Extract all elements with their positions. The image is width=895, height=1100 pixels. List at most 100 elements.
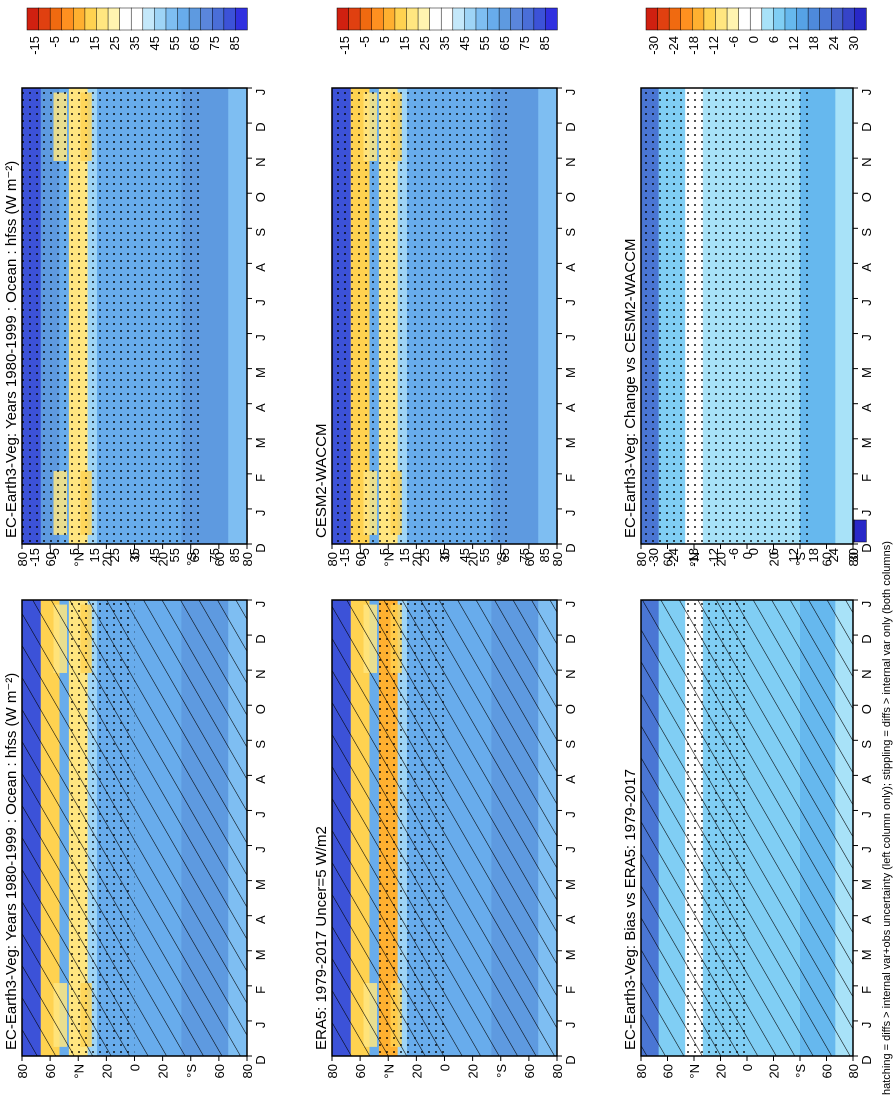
colorbar-tick-label: 18 <box>806 548 821 562</box>
colorbar-tick-label: 65 <box>187 36 202 50</box>
colorbar-tick-label: 75 <box>517 548 532 562</box>
heatmap-band <box>547 88 558 544</box>
colorbar-tick-label: 30 <box>846 548 861 562</box>
colorbar-tick-label: 24 <box>826 548 841 562</box>
colorbar-tick-label: 5 <box>67 548 82 555</box>
colorbar-swatch <box>440 7 454 31</box>
x-tick-label: A <box>563 403 578 412</box>
x-tick-label: O <box>253 192 268 202</box>
colorbar-tick-label: 45 <box>147 36 162 50</box>
y-tick-label: 80 <box>550 552 565 566</box>
x-tick-label: S <box>563 228 578 237</box>
colorbar-swatch <box>212 7 225 31</box>
x-tick-label: J <box>859 89 874 96</box>
y-tick-label: 60 <box>353 1064 368 1078</box>
colorbar-tick-label: 12 <box>786 36 801 50</box>
colorbar-swatch <box>807 7 821 31</box>
colorbar-tick-label: 55 <box>167 36 182 50</box>
y-tick-label: 0 <box>438 1064 453 1071</box>
y-tick-label: °S <box>494 1064 509 1078</box>
y-tick-label: 60 <box>820 552 835 566</box>
y-tick-label: 20 <box>99 552 114 566</box>
colorbar-tick-label: 15 <box>397 548 412 562</box>
x-tick-label: J <box>563 89 578 96</box>
colorbar-tick-label: -15 <box>27 36 42 55</box>
x-tick-label: J <box>253 334 268 341</box>
colorbar-swatch <box>165 7 179 31</box>
x-tick-label: J <box>563 1022 578 1029</box>
heatmap-band <box>209 88 220 544</box>
colorbar-swatch <box>188 7 202 31</box>
heatmap-band <box>817 88 827 544</box>
heatmap-band <box>835 88 845 544</box>
colorbar-tick-label: -5 <box>47 36 62 48</box>
colorbar-tick-label: 85 <box>227 36 242 50</box>
colorbar-tick-label: -24 <box>666 36 681 55</box>
colorbar-swatch <box>680 7 693 31</box>
colorbar-tick-label: 75 <box>517 36 532 50</box>
colorbar-tick-label: 5 <box>377 36 392 43</box>
stippling-overlay <box>641 88 811 544</box>
x-tick-label: D <box>563 122 578 131</box>
heatmap-band <box>519 88 530 544</box>
colorbar-tick-label: 45 <box>457 548 472 562</box>
colorbar: 30 24 18 12 60 -6 -12 -18 -24 -30 <box>645 7 867 55</box>
x-tick-label: M <box>859 949 874 960</box>
colorbar-swatch <box>668 7 682 31</box>
x-tick-label: J <box>253 601 268 608</box>
heatmap-band <box>538 88 549 544</box>
x-tick-label: M <box>859 879 874 890</box>
y-tick-label: °N <box>381 552 396 567</box>
x-tick-label: M <box>253 437 268 448</box>
colorbar-swatch <box>84 7 98 31</box>
colorbar-tick-label: 35 <box>127 36 142 50</box>
colorbar-tick-label: 6 <box>766 548 781 555</box>
x-tick-label: J <box>253 846 268 853</box>
colorbar-tick-label: 24 <box>826 36 841 50</box>
x-tick-label: A <box>859 915 874 924</box>
panel-title: EC-Earth3-Veg: Years 1980-1999 : Ocean :… <box>3 161 20 538</box>
y-tick-label: 80 <box>550 1064 565 1078</box>
colorbar-tick-label: 12 <box>786 548 801 562</box>
x-tick-label: F <box>859 986 874 994</box>
colorbar-tick-label: -6 <box>726 548 741 560</box>
colorbar-tick-label: 5 <box>67 36 82 43</box>
x-tick-label: J <box>859 510 874 517</box>
x-tick-label: J <box>859 811 874 818</box>
y-tick-label: 0 <box>438 552 453 559</box>
x-tick-label: M <box>253 949 268 960</box>
colorbar-swatch <box>452 7 466 31</box>
colorbar-swatch <box>842 7 856 31</box>
x-tick-label: O <box>563 704 578 714</box>
y-tick-label: 0 <box>128 1064 143 1071</box>
x-tick-label: J <box>859 334 874 341</box>
y-tick-label: °N <box>71 1064 86 1079</box>
colorbar-swatch <box>429 7 442 31</box>
y-tick-label: °S <box>494 552 509 566</box>
colorbar-tick-label: -5 <box>357 36 372 48</box>
colorbar-tick-label: 85 <box>537 36 552 50</box>
x-tick-label: M <box>563 879 578 890</box>
colorbar-tick-label: 75 <box>207 36 222 50</box>
x-tick-label: A <box>253 915 268 924</box>
x-tick-label: A <box>563 915 578 924</box>
colorbar-tick-label: -12 <box>706 36 721 55</box>
y-tick-label: 20 <box>409 552 424 566</box>
x-tick-label: D <box>859 543 874 552</box>
x-tick-label: A <box>253 403 268 412</box>
colorbar-tick-label: -5 <box>47 548 62 560</box>
x-tick-label: J <box>253 811 268 818</box>
colorbar-swatch <box>130 7 144 31</box>
colorbar-swatch <box>417 7 431 31</box>
colorbar-swatch <box>761 7 775 31</box>
colorbar-swatch <box>784 7 798 31</box>
y-tick-label: 20 <box>156 1064 171 1078</box>
x-tick-label: J <box>563 846 578 853</box>
colorbar-swatch <box>200 7 213 31</box>
colorbar-tick-label: 35 <box>127 548 142 562</box>
y-tick-label: 60 <box>661 552 676 566</box>
colorbar-tick-label: 5 <box>377 548 392 555</box>
colorbar-tick-label: 75 <box>207 548 222 562</box>
colorbar-swatch <box>715 7 728 31</box>
